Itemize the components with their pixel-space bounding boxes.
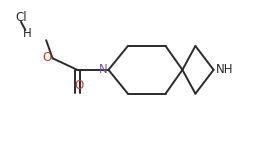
Text: O: O [74,79,83,92]
Text: O: O [42,51,51,64]
Text: N: N [99,63,107,76]
Text: Cl: Cl [15,11,27,24]
Text: H: H [23,27,32,40]
Text: NH: NH [216,63,233,76]
